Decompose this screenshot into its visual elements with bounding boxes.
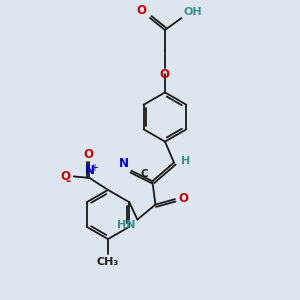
- Text: N: N: [119, 157, 129, 170]
- Text: O: O: [84, 148, 94, 160]
- Text: N: N: [84, 164, 94, 177]
- Text: O: O: [178, 192, 188, 205]
- Text: H: H: [181, 156, 190, 166]
- Text: C: C: [140, 169, 148, 178]
- Text: HN: HN: [116, 220, 135, 230]
- Text: O: O: [136, 4, 146, 17]
- Text: O: O: [159, 68, 170, 81]
- Text: -: -: [66, 175, 71, 188]
- Text: OH: OH: [183, 7, 202, 17]
- Text: O: O: [61, 170, 71, 183]
- Text: CH₃: CH₃: [97, 257, 119, 267]
- Text: +: +: [90, 163, 98, 173]
